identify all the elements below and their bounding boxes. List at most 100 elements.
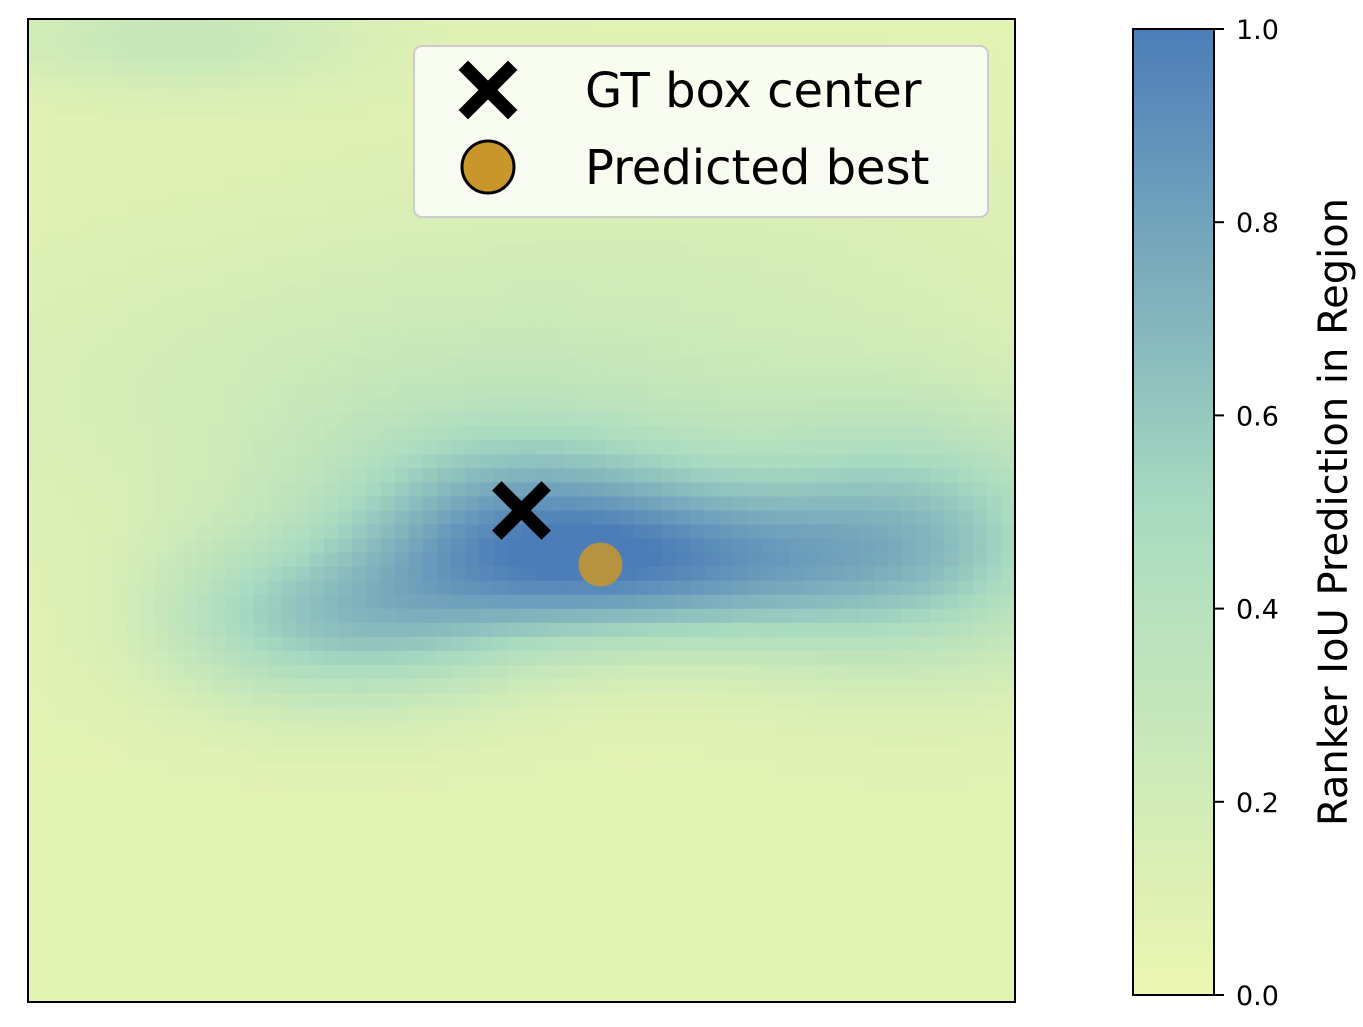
heatmap-cell [169,931,184,947]
heatmap-cell [112,524,128,540]
heatmap-cell [338,875,353,891]
heatmap-cell [803,847,819,863]
heatmap-cell [747,426,762,441]
heatmap-cell [479,959,494,975]
heatmap-cell [239,75,255,90]
heatmap-cell [140,763,156,778]
heatmap-cell [239,973,255,989]
heatmap-cell [718,271,734,287]
heatmap-cell [295,299,311,315]
heatmap-cell [972,412,988,427]
heatmap-cell [140,650,156,666]
heatmap-cell [549,749,565,764]
heatmap-cell [295,159,311,175]
heatmap-cell [28,693,43,708]
heatmap-cell [140,19,156,34]
heatmap-cell [803,370,819,385]
heatmap-cell [98,524,114,540]
heatmap-cell [56,356,71,371]
heatmap-cell [563,777,579,792]
heatmap-cell [507,777,523,792]
heatmap-cell [225,959,241,975]
heatmap-cell [56,819,71,835]
heatmap-cell [28,707,43,722]
heatmap-cell [859,749,875,764]
heatmap-cell [874,594,889,610]
heatmap-cell [577,707,593,722]
heatmap-cell [718,819,734,835]
heatmap-cell [803,622,819,638]
heatmap-cell [197,145,212,161]
heatmap-cell [422,33,438,48]
heatmap-cell [606,370,621,385]
heatmap-cell [535,917,551,933]
heatmap-cell [112,61,128,76]
heatmap-cell [211,693,226,708]
heatmap-cell [42,608,57,624]
heatmap-cell [831,721,847,736]
heatmap-cell [183,552,198,568]
heatmap-cell [70,889,85,905]
heatmap-cell [465,931,480,947]
heatmap-cell [817,538,833,554]
heatmap-cell [126,875,142,891]
heatmap-cell [1000,693,1015,708]
heatmap-cell [239,285,255,301]
heatmap-cell [789,636,805,652]
heatmap-cell [253,987,269,1002]
heatmap-cell [225,271,241,287]
heatmap-cell [972,299,988,315]
heatmap-cell [126,215,142,231]
heatmap-cell [944,356,960,371]
heatmap-cell [592,777,607,792]
heatmap-cell [239,650,255,666]
heatmap-cell [535,693,551,708]
heatmap-cell [775,327,790,343]
heatmap-cell [253,257,269,273]
heatmap-cell [267,608,283,624]
heatmap-cell [690,594,706,610]
heatmap-cell [507,313,523,329]
heatmap-cell [169,959,184,975]
heatmap-cell [648,285,664,301]
heatmap-cell [112,987,128,1002]
heatmap-cell [42,327,57,343]
heatmap-cell [281,805,297,821]
heatmap-cell [845,524,861,540]
heatmap-cell [648,749,664,764]
heatmap-cell [380,173,396,189]
heatmap-cell [958,735,974,750]
heatmap-cell [479,229,494,245]
heatmap-cell [535,636,551,652]
heatmap-cell [169,650,184,666]
heatmap-cell [817,257,833,273]
heatmap-cell [817,384,833,399]
heatmap-cell [507,327,523,343]
heatmap-cell [451,243,466,259]
heatmap-cell [154,215,170,231]
heatmap-cell [986,889,1002,905]
heatmap-cell [930,749,946,764]
heatmap-cell [451,931,466,947]
heatmap-cell [888,917,903,933]
heatmap-cell [84,889,100,905]
heatmap-cell [718,356,734,371]
heatmap-cell [676,552,692,568]
heatmap-cell [648,903,664,919]
heatmap-cell [577,285,593,301]
heatmap-cell [225,538,241,554]
heatmap-cell [789,735,805,750]
heatmap-cell [451,959,466,975]
heatmap-cell [126,749,142,764]
heatmap-cell [690,664,706,680]
heatmap-cell [310,805,325,821]
heatmap-cell [690,243,706,259]
heatmap-cell [507,889,523,905]
heatmap-cell [803,777,819,792]
heatmap-cell [817,327,833,343]
heatmap-cell [507,538,523,554]
heatmap-cell [747,777,762,792]
heatmap-cell [733,594,748,610]
heatmap-cell [436,384,452,399]
heatmap-cell [718,19,734,34]
